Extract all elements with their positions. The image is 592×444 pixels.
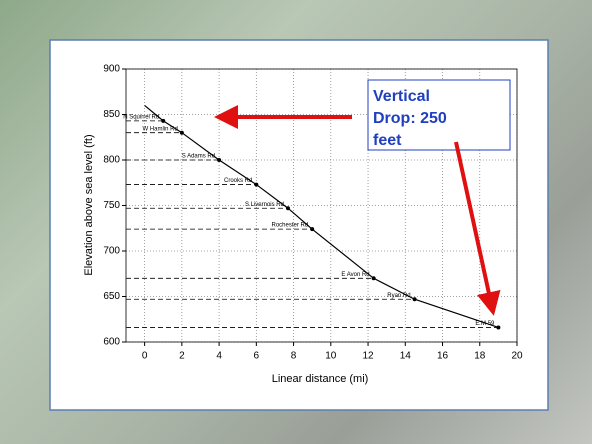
road-label: E Avon Rd [341,272,369,278]
annotation: Drop: 250 [373,110,447,127]
road-label: S Livernois Rd [245,202,284,208]
x-tick-label: 16 [437,351,449,362]
annotation: feet [373,132,402,149]
x-tick-label: 12 [362,351,374,362]
x-axis-label: Linear distance (mi) [272,373,369,385]
chart: 600 650 700 750 800 850 900 0 2 4 6 8 10 12 14 16 18 20 N … [0,0,592,444]
x-tick-label: 20 [511,351,523,362]
y-tick-label: 650 [103,291,120,302]
road-label: S Adams Rd [182,154,215,160]
road-label: Rochester Rd [272,223,309,229]
y-tick-label: 750 [103,200,120,211]
y-tick-label: 700 [103,246,120,257]
y-tick-label: 900 [103,64,120,75]
x-tick-label: 6 [254,351,260,362]
y-axis-label: Elevation above sea level (ft) [83,134,95,275]
x-tick-label: 4 [216,351,222,362]
y-tick-label: 600 [103,337,120,348]
x-tick-label: 2 [179,351,185,362]
road-label: N Squirrel Rd [123,114,159,120]
y-tick-label: 850 [103,109,120,120]
page: {"chart_data": {"type": "line", "xlabel"… [0,0,592,444]
x-tick-label: 10 [325,351,337,362]
y-tick-label: 800 [103,155,120,166]
annotation: Vertical [373,88,430,105]
road-label: E M 59 [475,321,495,327]
x-tick-label: 14 [400,351,412,362]
x-tick-label: 18 [474,351,486,362]
x-tick-label: 8 [291,351,297,362]
x-tick-label: 0 [142,351,148,362]
